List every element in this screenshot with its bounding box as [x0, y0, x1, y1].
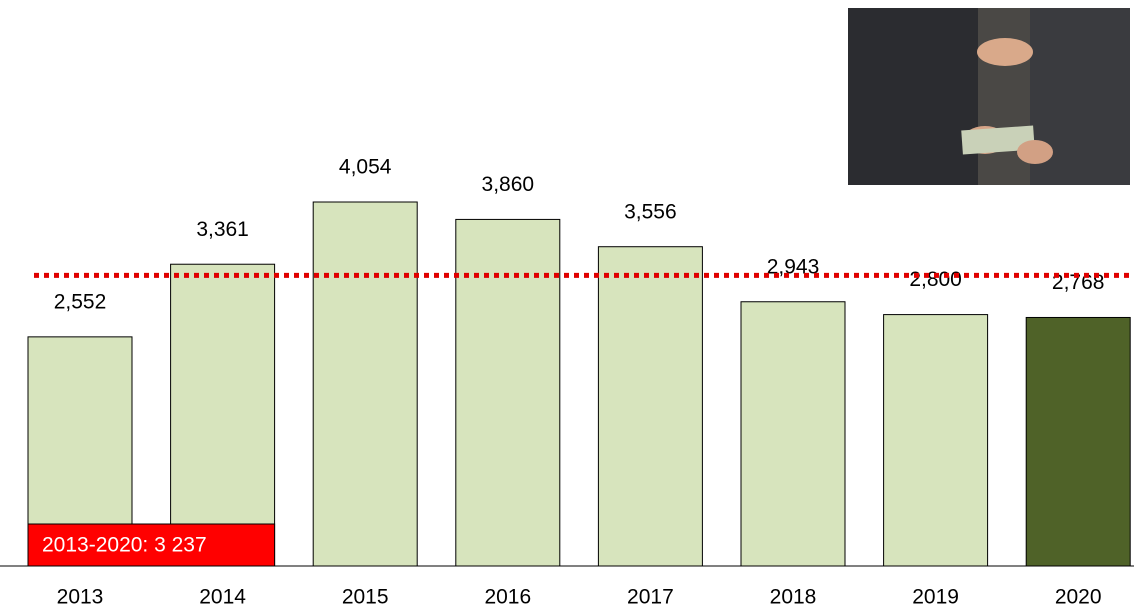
value-label: 3,556 — [624, 200, 677, 223]
x-tick-label: 2019 — [912, 586, 959, 609]
value-label: 2,552 — [54, 290, 107, 313]
x-tick-label: 2013 — [57, 586, 104, 609]
x-tick-label: 2014 — [199, 586, 246, 609]
photo — [848, 8, 1130, 185]
value-label: 3,361 — [196, 218, 249, 241]
value-label: 3,860 — [482, 173, 535, 196]
x-tick-label: 2017 — [627, 586, 674, 609]
bar — [740, 301, 846, 567]
bar — [597, 246, 703, 567]
value-label: 2,800 — [909, 268, 962, 291]
value-label: 2,943 — [767, 255, 820, 278]
bar — [312, 201, 418, 567]
bar — [1025, 316, 1131, 567]
value-label: 4,054 — [339, 156, 392, 179]
x-tick-label: 2018 — [770, 586, 817, 609]
average-label: 2013-2020: 3 237 — [42, 534, 207, 557]
x-tick-label: 2016 — [484, 586, 531, 609]
bar — [455, 218, 561, 567]
bar — [883, 314, 989, 567]
x-tick-label: 2015 — [342, 586, 389, 609]
x-tick-label: 2020 — [1055, 586, 1102, 609]
bar — [170, 263, 276, 567]
